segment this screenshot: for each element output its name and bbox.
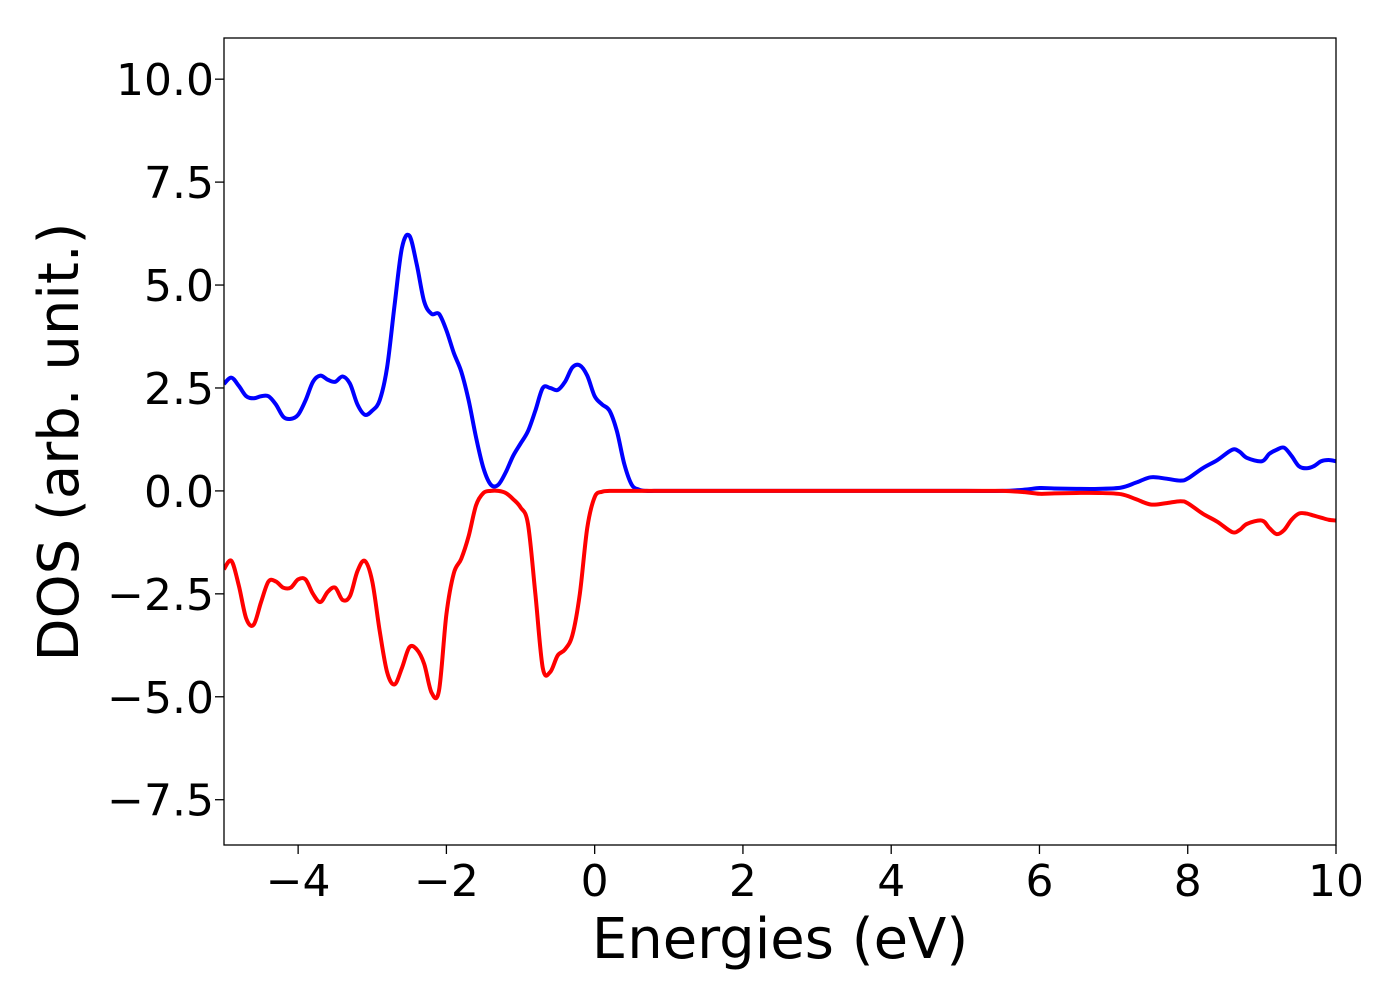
y-tick-label: 2.5 (144, 364, 214, 415)
y-tick-label: −5.0 (107, 673, 214, 724)
y-tick-label: 10.0 (116, 55, 214, 106)
series-line-0 (224, 232, 1336, 493)
y-tick-label: 5.0 (144, 261, 214, 312)
y-axis-ticks: 10.0 7.5 5.0 2.5 0.0 −2.5 −5.0 −7.5 (107, 55, 224, 827)
x-tick-label: 4 (877, 856, 905, 907)
plot-frame (223, 37, 1337, 846)
x-tick-label: 6 (1025, 856, 1053, 907)
series-line-1 (224, 488, 1336, 701)
x-tick-label: 2 (729, 856, 757, 907)
series-layer (224, 232, 1336, 701)
x-axis-title: Energies (eV) (592, 907, 968, 972)
y-tick-label: 7.5 (144, 158, 214, 209)
x-tick-label: 10 (1308, 856, 1364, 907)
x-tick-label: −4 (266, 856, 331, 907)
y-tick-label: −2.5 (107, 570, 214, 621)
y-tick-label: 0.0 (144, 467, 214, 518)
y-axis-title: DOS (arb. unit.) (27, 222, 92, 661)
x-tick-label: 0 (581, 856, 609, 907)
x-axis-ticks: −4 −2 0 2 4 6 8 10 (266, 845, 1364, 907)
x-tick-label: −2 (414, 856, 479, 907)
y-tick-label: −7.5 (107, 776, 214, 827)
x-tick-label: 8 (1174, 856, 1202, 907)
